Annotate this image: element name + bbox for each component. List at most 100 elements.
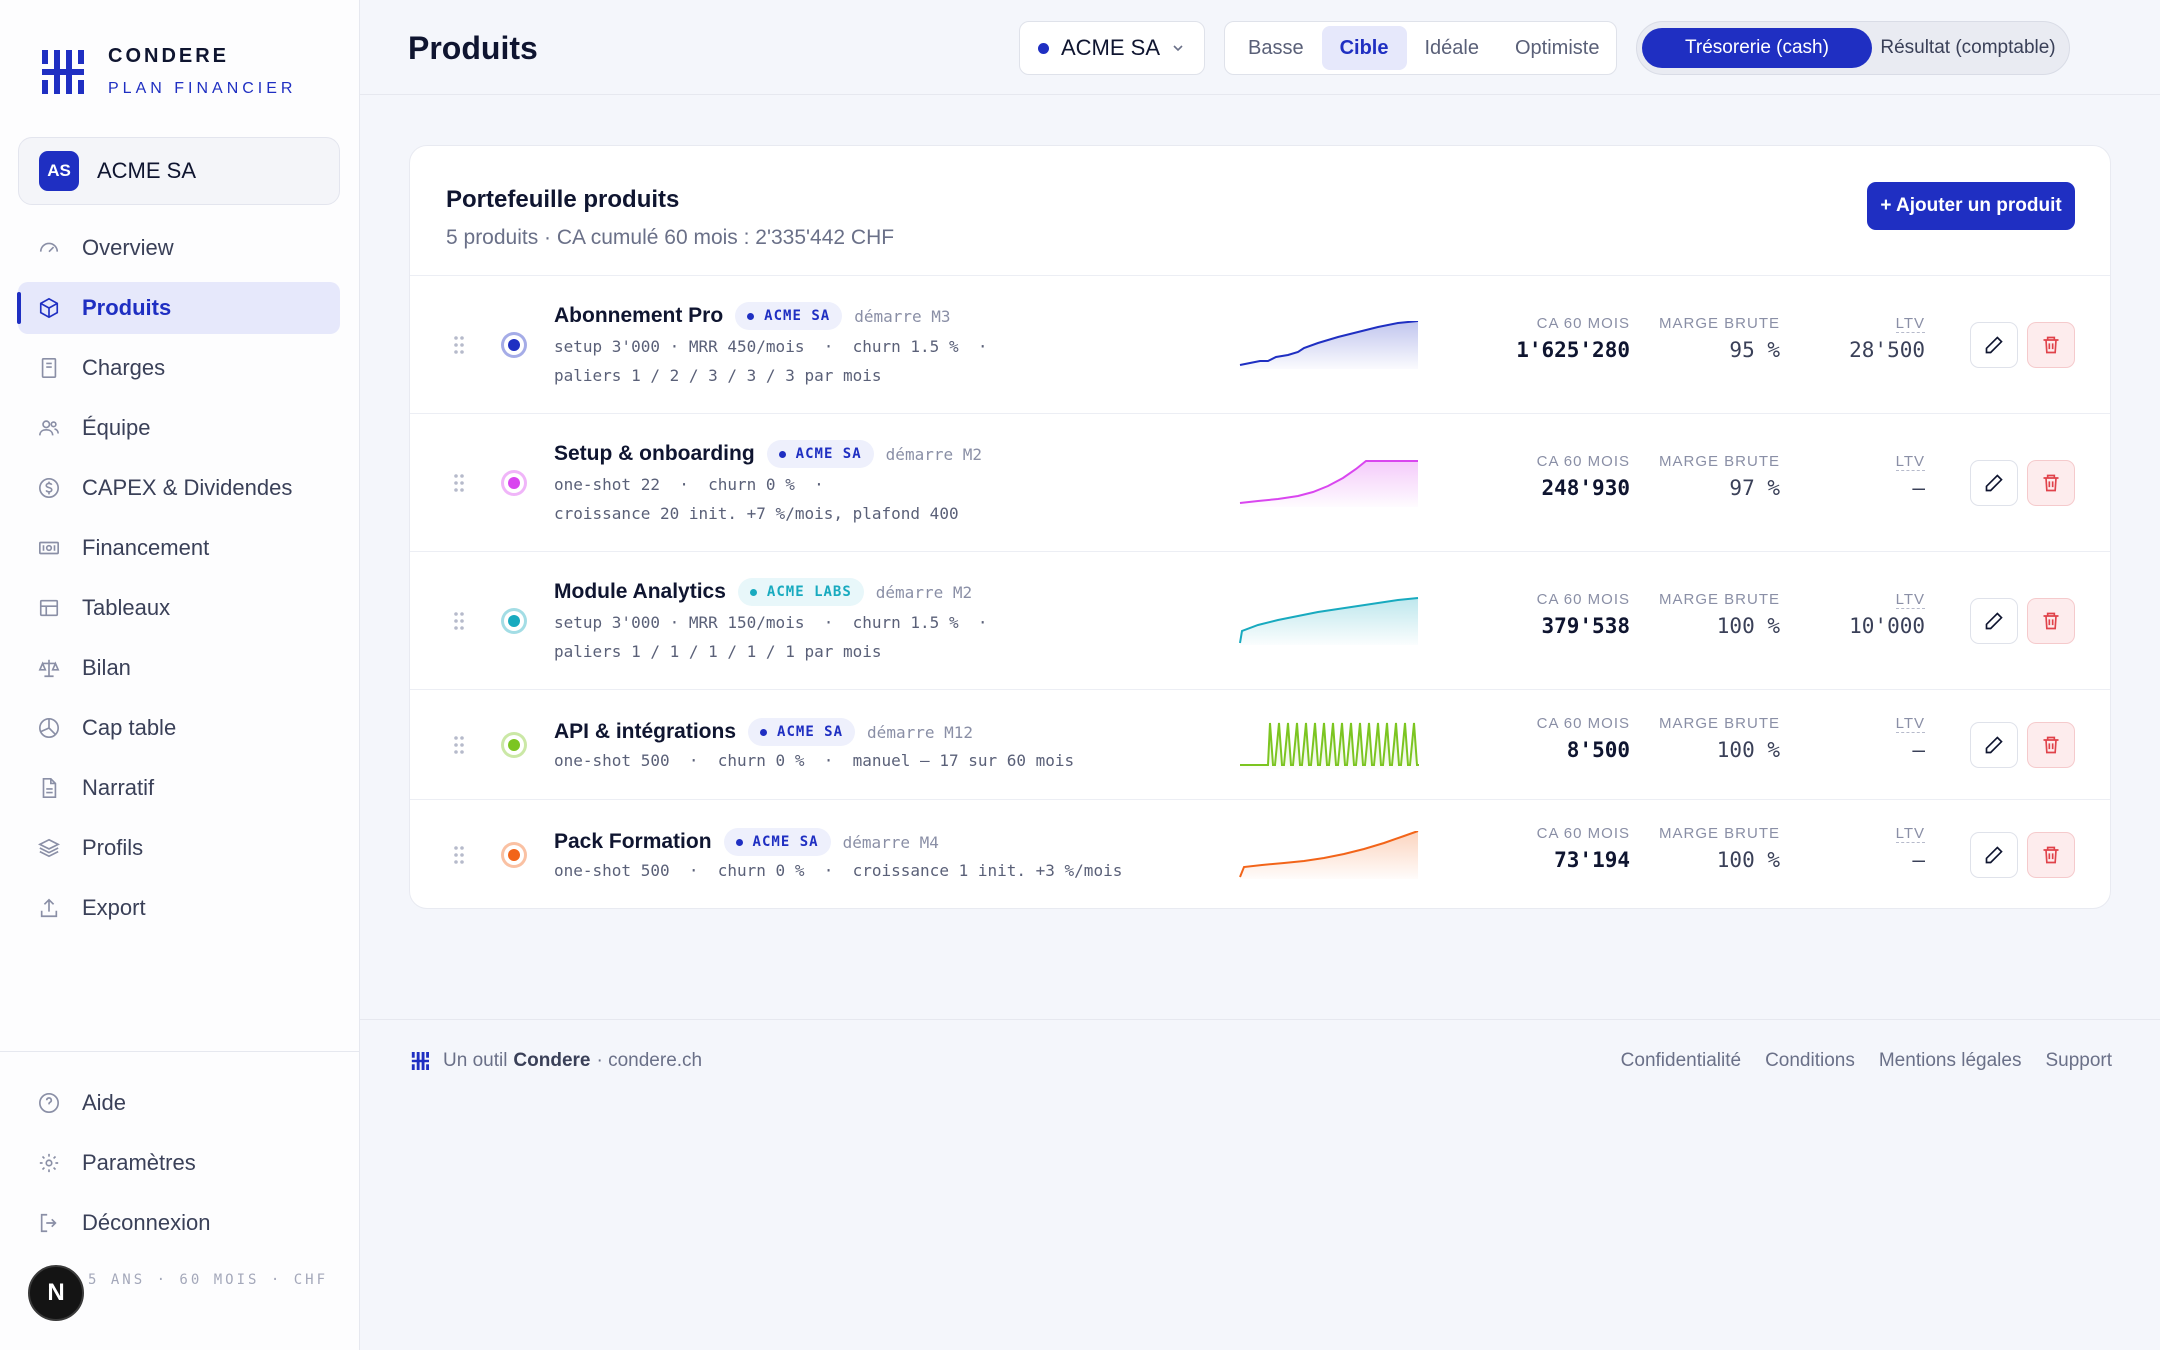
sidebar-item-label: Financement [82,535,210,560]
receipt-icon [41,358,57,378]
pie-icon [39,718,59,738]
company-select[interactable]: ACME SA [1019,21,1205,75]
sidebar-item-capex[interactable]: CAPEX & Dividendes [18,462,340,514]
footer-brand: Condere [513,1050,591,1071]
delete-product-button[interactable] [2027,722,2075,768]
delete-product-button[interactable] [2027,460,2075,506]
sidebar-item-tableaux[interactable]: Tableaux [18,582,340,634]
sidebar-item-deconnexion[interactable]: Déconnexion [18,1197,340,1249]
sidebar-item-equipe[interactable]: Équipe [18,402,340,454]
metric-label: CA 60 MOIS [1536,591,1630,608]
metric-label[interactable]: LTV [1895,825,1925,843]
product-detail: setup 3'000 · MRR 450/mois · churn 1.5 %… [554,332,987,390]
product-color-dot [501,608,527,634]
metric-label[interactable]: LTV [1895,315,1925,333]
metric-label[interactable]: LTV [1895,715,1925,733]
product-row[interactable]: Pack Formation ACME SA démarre M4 one-sh… [410,800,2110,908]
sidebar-item-charges[interactable]: Charges [18,342,340,394]
metric-ltv-value: — [1912,848,1925,872]
sidebar-item-label: Équipe [82,415,151,440]
card-title: Portefeuille produits [446,186,680,213]
edit-product-button[interactable] [1970,722,2018,768]
help-icon [39,1093,59,1113]
metric-ltv: LTV 10'000 [1790,591,1925,638]
product-name[interactable]: Pack Formation [554,830,712,853]
footer-site-link[interactable]: · condere.ch [596,1050,703,1071]
entity-tag-label: ACME SA [764,308,831,324]
pencil-icon [1985,612,2003,630]
mode-tab-resultat[interactable]: Résultat (comptable) [1880,37,2056,58]
sidebar-item-export[interactable]: Export [18,882,340,934]
product-start: démarre M2 [885,444,982,464]
metric-ca-value: 379'538 [1541,614,1630,638]
edit-product-button[interactable] [1970,832,2018,878]
metric-label: MARGE BRUTE [1658,315,1780,332]
add-product-button[interactable]: + Ajouter un produit [1867,182,2075,230]
product-row[interactable]: Module Analytics ACME LABS démarre M2 se… [410,552,2110,690]
delete-product-button[interactable] [2027,832,2075,878]
drag-handle-icon[interactable] [453,845,465,865]
metric-label[interactable]: LTV [1895,453,1925,471]
product-row[interactable]: Abonnement Pro ACME SA démarre M3 setup … [410,276,2110,414]
product-name[interactable]: Abonnement Pro [554,304,724,327]
product-name[interactable]: API & intégrations [554,720,737,743]
footer-link-support[interactable]: Support [2045,1050,2112,1071]
scenario-tab-optimiste[interactable]: Optimiste [1515,36,1600,59]
dev-badge[interactable]: N [28,1265,84,1321]
product-color-dot [501,332,527,358]
scenario-tab-cible[interactable]: Cible [1321,26,1407,70]
sidebar-item-profils[interactable]: Profils [18,822,340,874]
sidebar-item-aide[interactable]: Aide [18,1077,340,1129]
sidebar-item-narratif[interactable]: Narratif [18,762,340,814]
trash-icon [2043,336,2059,354]
sparkline-line [1239,831,1419,878]
product-start: démarre M4 [842,832,939,852]
portfolio-summary: 5 produits · CA cumulé 60 mois : 2'335'4… [446,226,895,249]
entity-tag-label: ACME SA [795,446,862,462]
sidebar-item-financement[interactable]: Financement [18,522,340,574]
product-name[interactable]: Setup & onboarding [554,442,755,465]
product-detail-line: one-shot 22 · churn 0 % · [554,475,824,494]
product-portfolio-card: Portefeuille produits 5 produits · CA cu… [409,145,2111,909]
metric-marge: MARGE BRUTE 100 % [1610,715,1780,762]
metric-marge-value: 100 % [1716,738,1780,762]
pencil-icon [1985,336,2003,354]
metric-ca-value: 1'625'280 [1516,338,1630,362]
delete-product-button[interactable] [2027,322,2075,368]
product-name[interactable]: Module Analytics [554,580,726,603]
sidebar: CONDERE PLAN FINANCIER AS ACME SA Overvi… [0,0,360,1350]
metric-ltv-value: 28'500 [1849,338,1925,362]
metric-label: MARGE BRUTE [1658,591,1780,608]
scenario-tab-basse[interactable]: Basse [1248,36,1304,59]
metric-ltv: LTV — [1790,825,1925,872]
footer-credit: Un outil Condere · condere.ch [411,1050,702,1072]
drag-handle-icon[interactable] [453,335,465,355]
drag-handle-icon[interactable] [453,611,465,631]
edit-product-button[interactable] [1970,460,2018,506]
scenario-tab-ideale[interactable]: Idéale [1424,36,1480,59]
entity-switcher[interactable]: AS ACME SA [18,137,340,205]
upload-icon [40,898,58,918]
brand-logo[interactable]: CONDERE PLAN FINANCIER [40,44,296,98]
logout-icon [40,1213,57,1233]
drag-handle-icon[interactable] [453,735,465,755]
product-row[interactable]: Setup & onboarding ACME SA démarre M2 on… [410,414,2110,552]
footer-link-conditions[interactable]: Conditions [1765,1050,1855,1071]
delete-product-button[interactable] [2027,598,2075,644]
edit-product-button[interactable] [1970,598,2018,644]
product-row[interactable]: API & intégrations ACME SA démarre M12 o… [410,690,2110,800]
product-detail-line: setup 3'000 · MRR 150/mois · churn 1.5 %… [554,613,988,632]
footer-link-mentions[interactable]: Mentions légales [1878,1050,2022,1071]
entity-tag-label: ACME SA [777,724,844,740]
sidebar-item-overview[interactable]: Overview [18,222,340,274]
edit-product-button[interactable] [1970,322,2018,368]
sidebar-item-bilan[interactable]: Bilan [18,642,340,694]
footer-link-confidentialite[interactable]: Confidentialité [1620,1050,1742,1071]
mode-tab-tresorerie[interactable]: Trésorerie (cash) [1642,28,1872,68]
sidebar-item-cap-table[interactable]: Cap table [18,702,340,754]
drag-handle-icon[interactable] [453,473,465,493]
sidebar-item-produits[interactable]: Produits [17,282,340,334]
metric-label: MARGE BRUTE [1658,715,1780,732]
metric-label[interactable]: LTV [1895,591,1925,609]
sidebar-item-parametres[interactable]: Paramètres [18,1137,340,1189]
